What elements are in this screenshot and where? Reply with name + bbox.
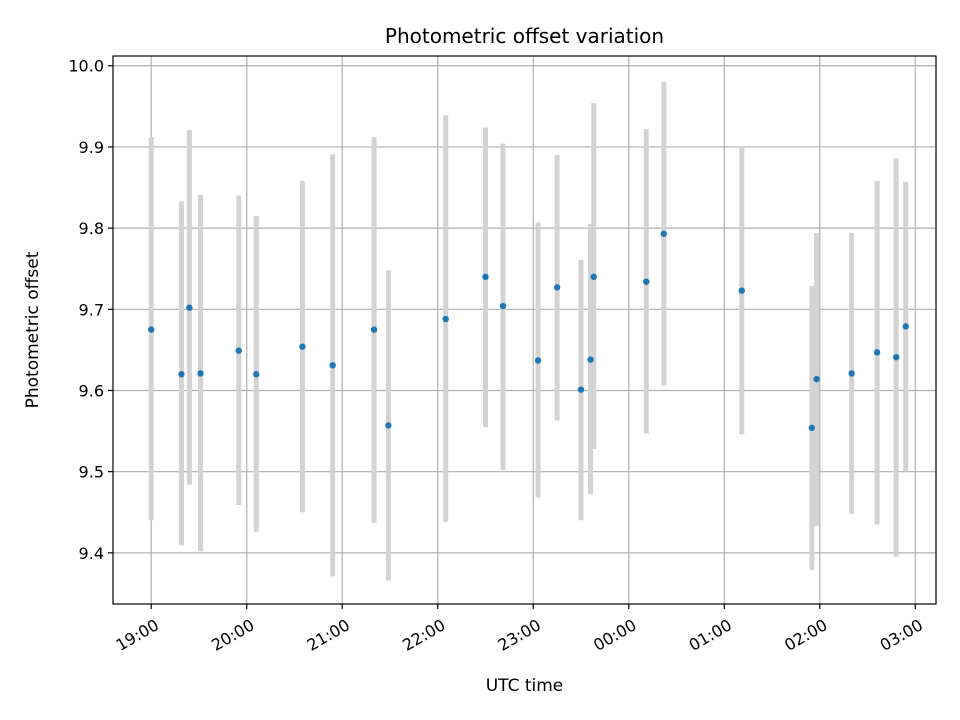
y-tick-label: 9.7 [79, 300, 104, 319]
data-point [848, 370, 855, 377]
data-point [590, 273, 597, 281]
data-point [587, 356, 594, 363]
y-axis-ticks: 9.4 9.5 9.6 9.7 9.8 9.9 10.0 [68, 57, 113, 563]
y-tick-label: 9.5 [79, 463, 104, 482]
data-point [186, 304, 193, 311]
data-point [902, 323, 909, 330]
data-point [197, 370, 204, 377]
data-point [808, 424, 816, 432]
data-point [148, 326, 155, 333]
y-tick-label: 9.4 [79, 544, 104, 563]
data-point [178, 371, 185, 378]
data-point [660, 230, 667, 237]
data-point [499, 302, 507, 310]
data-point [370, 326, 378, 333]
data-point [534, 357, 542, 364]
data-point [253, 371, 260, 378]
y-tick-label: 9.9 [79, 138, 104, 157]
data-point [299, 343, 306, 350]
data-point [442, 315, 449, 323]
y-tick-label: 9.8 [79, 219, 104, 238]
y-tick-label: 9.6 [79, 381, 104, 400]
data-point [577, 386, 585, 393]
data-point [643, 278, 650, 285]
data-point [893, 353, 900, 361]
data-point [873, 349, 881, 356]
data-point [813, 375, 820, 383]
data-point [482, 273, 489, 281]
plot-frame [112, 55, 937, 605]
data-point [738, 287, 745, 294]
grid-lines [113, 56, 936, 604]
x-axis-label: UTC time [486, 676, 564, 696]
data-point [235, 347, 242, 354]
y-tick-label: 10.0 [68, 57, 104, 76]
data-point [385, 422, 392, 429]
chart-title: Photometric offset variation [385, 24, 664, 48]
y-axis-label: Photometric offset [23, 251, 43, 408]
data-point [329, 362, 336, 369]
data-point [553, 284, 561, 291]
data-points [148, 230, 909, 432]
